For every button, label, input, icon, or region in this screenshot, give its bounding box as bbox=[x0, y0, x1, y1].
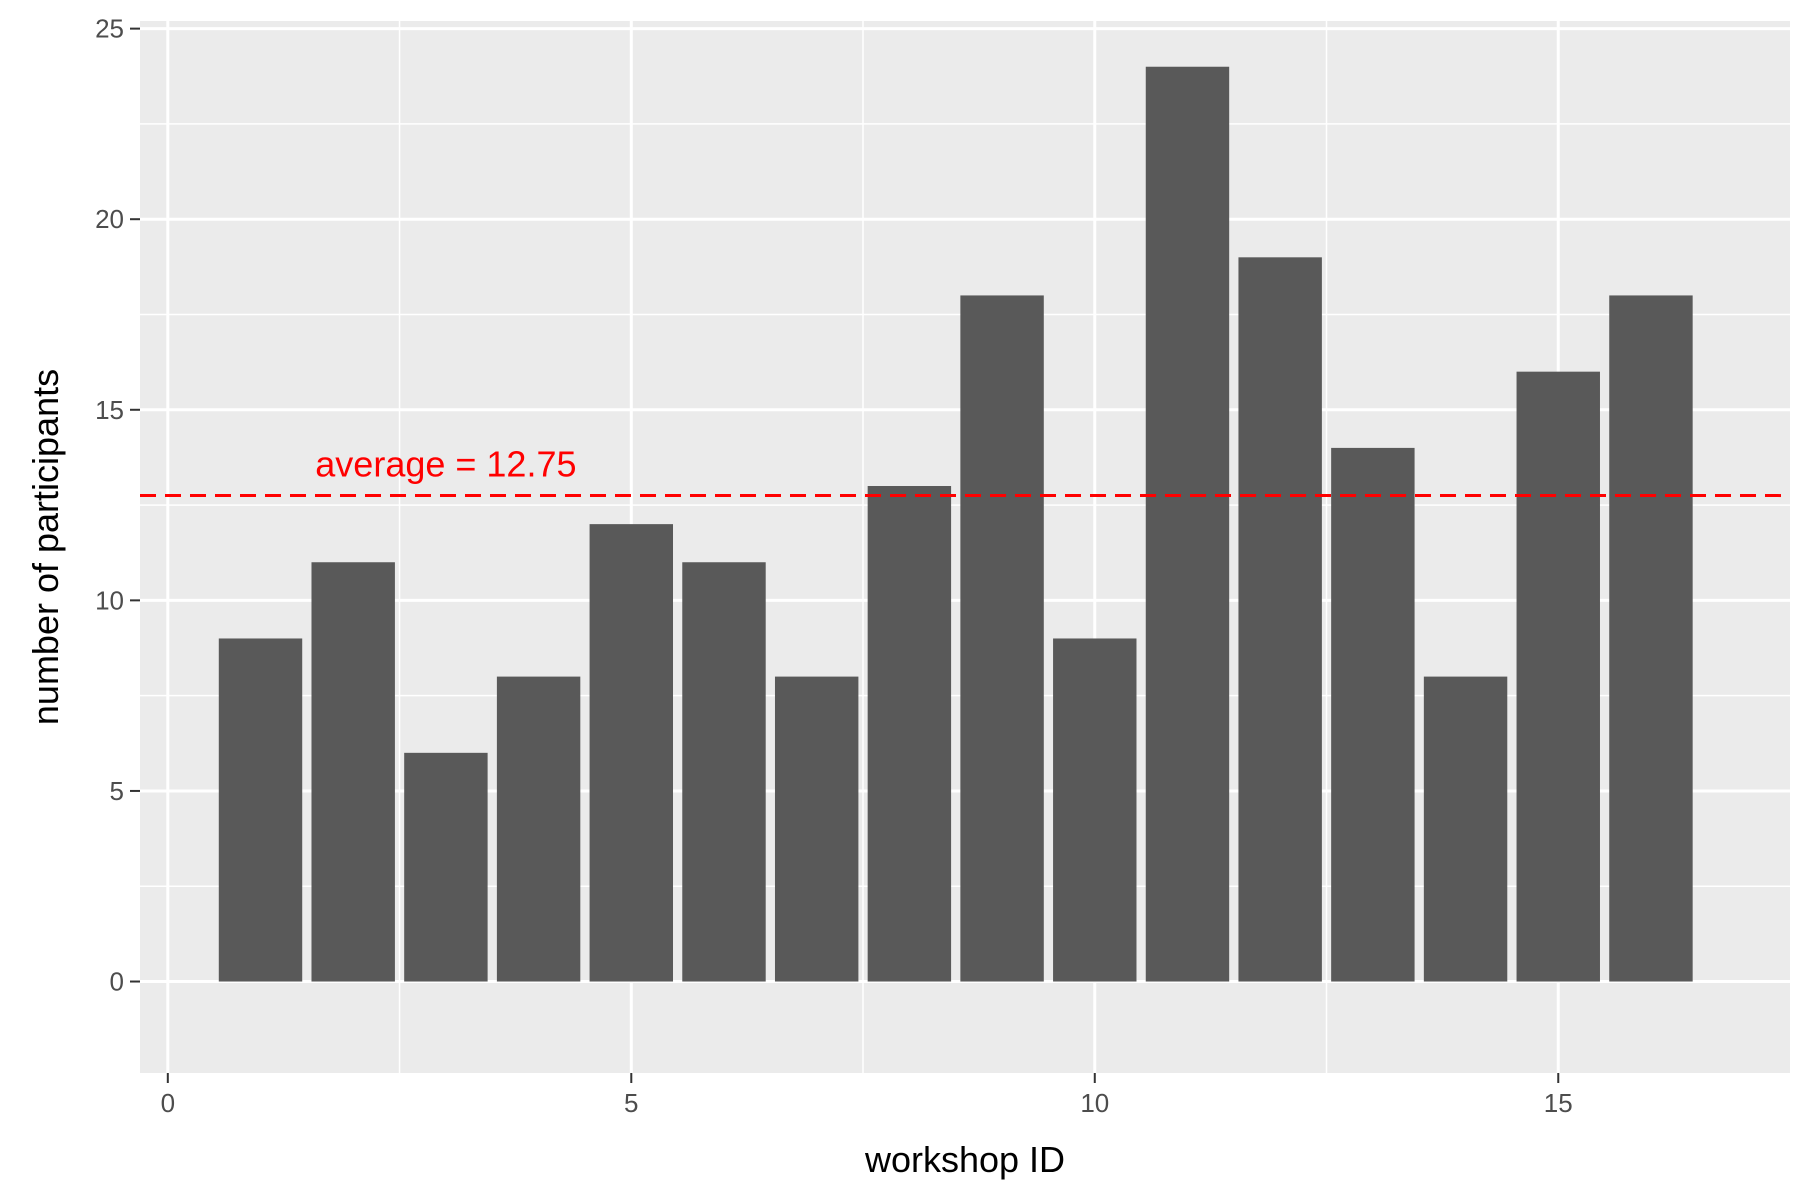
bar-workshop-6 bbox=[682, 562, 766, 982]
bar-workshop-12 bbox=[1238, 257, 1322, 982]
axes: 0 5 10 15 20 25 0 5 10 15 bbox=[95, 14, 1573, 1118]
x-tick-label: 0 bbox=[161, 1088, 175, 1118]
bar-workshop-11 bbox=[1145, 66, 1230, 982]
bar-workshop-8 bbox=[867, 486, 952, 982]
y-tick-label: 0 bbox=[110, 967, 124, 997]
bar-workshop-1 bbox=[218, 638, 303, 982]
y-tick-label: 10 bbox=[95, 585, 124, 615]
x-tick-label: 5 bbox=[624, 1088, 638, 1118]
bar-workshop-10 bbox=[1053, 638, 1137, 982]
y-tick-label: 15 bbox=[95, 395, 124, 425]
x-tick-label: 10 bbox=[1080, 1088, 1109, 1118]
x-axis-title: workshop ID bbox=[864, 1139, 1065, 1180]
bar-workshop-14 bbox=[1423, 676, 1508, 982]
bar-workshop-13 bbox=[1331, 447, 1415, 982]
bar-workshop-5 bbox=[589, 524, 674, 982]
bars bbox=[218, 66, 1693, 982]
y-axis-title: number of participants bbox=[25, 369, 66, 725]
y-tick-label: 20 bbox=[95, 204, 124, 234]
bar-workshop-3 bbox=[404, 752, 488, 982]
x-tick-label: 15 bbox=[1544, 1088, 1573, 1118]
average-annotation: average = 12.75 bbox=[315, 444, 576, 485]
y-tick-label: 5 bbox=[110, 776, 124, 806]
y-tick-label: 25 bbox=[95, 14, 124, 44]
bar-workshop-9 bbox=[960, 295, 1044, 982]
bar-workshop-16 bbox=[1609, 295, 1693, 982]
bar-workshop-7 bbox=[774, 676, 859, 982]
bar-workshop-2 bbox=[311, 562, 395, 982]
bar-workshop-4 bbox=[496, 676, 581, 982]
bar-workshop-15 bbox=[1516, 371, 1600, 982]
